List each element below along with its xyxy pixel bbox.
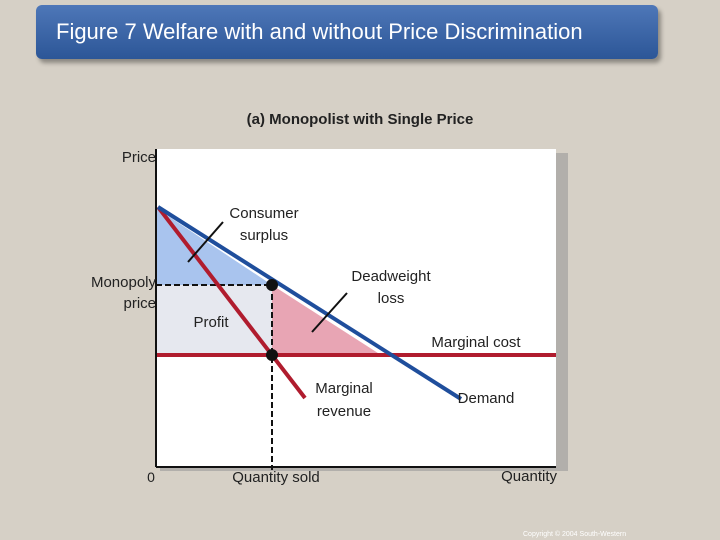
- copyright-notice: Copyright © 2004 South-Western: [523, 531, 627, 538]
- origin-label: 0: [147, 469, 155, 485]
- monopoly-price-label-line2: price: [123, 295, 156, 312]
- marginal-cost-label: Marginal cost: [431, 334, 521, 351]
- mr-mc-point: [266, 349, 278, 361]
- panel-title: (a) Monopolist with Single Price: [247, 111, 474, 128]
- marginal-revenue-label-line1: Marginal: [315, 380, 373, 397]
- monopoly-point: [266, 279, 278, 291]
- price-axis-label: Price: [122, 149, 156, 166]
- demand-label: Demand: [458, 390, 515, 407]
- title-bar: Figure 7 Welfare with and without Price …: [36, 5, 658, 59]
- profit-area: [156, 285, 272, 355]
- deadweight-loss-label-line1: Deadweight: [351, 268, 431, 285]
- consumer-surplus-label-line1: Consumer: [229, 205, 298, 222]
- consumer-surplus-pointer: [187, 221, 224, 263]
- consumer-surplus-label-line2: surplus: [240, 227, 288, 244]
- deadweight-loss-area: [272, 285, 381, 355]
- deadweight-loss-pointer: [311, 292, 348, 333]
- quantity-axis-label: Quantity: [501, 468, 557, 485]
- marginal-revenue-label-line2: revenue: [317, 403, 371, 420]
- profit-label: Profit: [193, 314, 229, 331]
- quantity-sold-label: Quantity sold: [232, 469, 320, 486]
- deadweight-loss-label-line2: loss: [378, 290, 405, 307]
- marginal-revenue-line: [156, 205, 307, 400]
- slide-title: Figure 7 Welfare with and without Price …: [56, 19, 583, 44]
- consumer-surplus-area: [156, 208, 272, 285]
- monopoly-price-label-line1: Monopoly: [91, 274, 157, 291]
